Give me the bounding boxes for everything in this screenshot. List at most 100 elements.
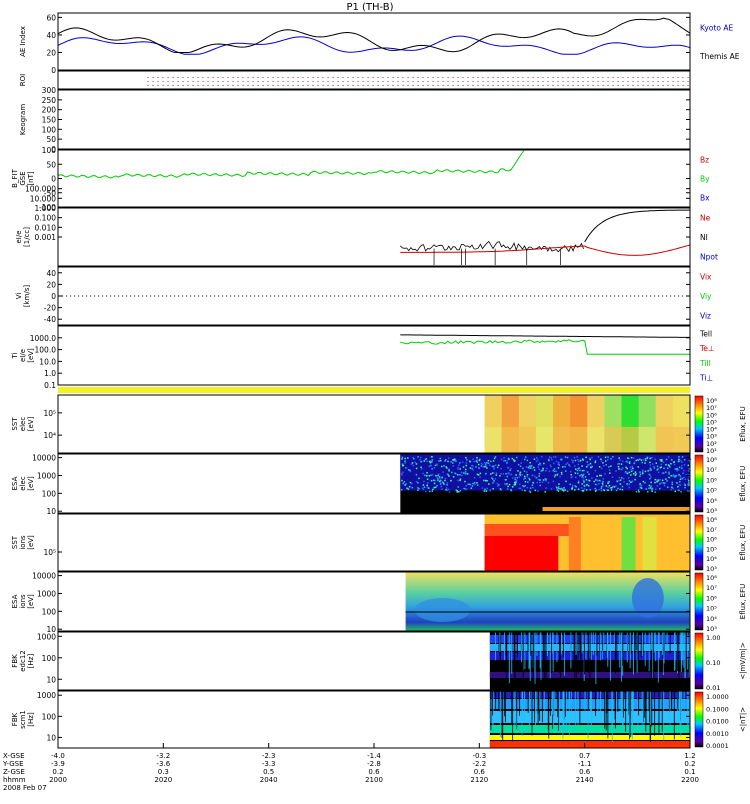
ytick-label: 10 [46,507,56,516]
esa-elec-pixel [479,476,481,479]
esa-elec-pixel [608,469,611,471]
fbk1-stripe [573,632,575,667]
esa-elec-pixel [666,480,668,482]
esa-elec-pixel [446,467,448,469]
esa-elec-pixel [437,479,439,482]
xtick-label-x: -1.4 [367,752,381,760]
roi-dot [277,81,279,82]
esa-elec-pixel [477,463,480,466]
esa-elec-pixel [591,456,593,459]
esa-elec-pixel [510,489,513,492]
roi-dot [532,85,534,86]
xaxis-row-label: 2008 Feb 07 [3,784,47,792]
ytick-label: 1.0 [44,369,56,378]
roi-dot [347,77,349,78]
esa-elec-pixel [618,463,620,465]
fbk1-stripe [581,632,583,654]
esa-elec-pixel [420,460,423,463]
esa-elec-pixel [577,460,580,463]
esa-elec-pixel [557,473,559,475]
roi-dot [687,81,689,82]
esa-elec-pixel [513,481,516,484]
esa-elec-pixel [669,466,671,468]
roi-dot [597,77,599,78]
esa-elec-pixel [671,483,674,486]
esa-elec-pixel [461,461,464,464]
esa-elec-pixel [676,470,678,472]
esa-elec-pixel [600,487,603,490]
esa-elec-pixel [421,487,424,489]
esa-elec-pixel [607,482,609,485]
esa-elec-pixel [587,485,590,487]
fbk1-stripe [603,632,605,651]
fbk1-stripe [641,632,643,657]
roi-dot [467,85,469,86]
esa-elec-pixel [424,458,427,461]
ytick-label: 50 [46,135,56,144]
esa-elec-pixel [618,468,620,470]
esa-elec-pixel [626,483,629,486]
esa-elec-pixel [507,457,510,460]
esa-elec-pixel [581,475,584,478]
roi-dot [417,81,419,82]
esa-elec-pixel [407,457,409,459]
esa-elec-pixel [471,464,473,467]
esa-elec-pixel [543,462,545,465]
esa-elec-pixel [626,472,629,475]
fbk2-stripe [584,691,586,711]
roi-dot [572,77,574,78]
roi-dot [427,85,429,86]
roi-dot [197,81,199,82]
roi-dot [607,85,609,86]
fbk2-stripe [631,691,633,740]
roi-dot [327,85,329,86]
esa-elec-pixel [558,487,560,490]
roi-dot [262,77,264,78]
roi-dot [162,81,164,82]
esa-elec-pixel [607,456,609,458]
esa-elec-pixel [555,470,558,473]
esa-elec-pixel [641,461,644,464]
colorbar-label-text: Eflux, EFU [739,584,747,619]
roi-dot [477,81,479,82]
roi-dot [482,85,484,86]
roi-dot [382,85,384,86]
fbk1-stripe [587,632,589,673]
roi-dot [277,77,279,78]
panel-frame-bfit [57,149,691,208]
fbk1-stripe [533,632,535,659]
fbk2-stripe [587,691,589,739]
roi-dot [522,77,524,78]
esa-elec-pixel [461,474,463,477]
roi-dot [197,85,199,86]
esa-elec-pixel [562,490,565,493]
esa-elec-pixel [466,459,468,461]
esa-elec-pixel [649,461,651,464]
fbk1-stripe [684,632,686,679]
esa-elec-pixel [553,470,556,473]
fbk1-stripe [505,632,507,656]
esa-elec-pixel [439,457,442,460]
esa-elec-pixel [571,487,573,489]
fbk2-stripe [651,691,653,727]
legend-entry: Viy [700,292,712,301]
esa-elec-pixel [574,476,577,479]
colorbar-tick: 10⁶ [706,476,717,484]
esa-elec-pixel [545,487,547,489]
esa-elec-pixel [511,457,514,460]
esa-elec-pixel [483,465,485,468]
esa-elec-pixel [444,459,447,461]
esa-elec-pixel [596,483,598,486]
roi-dot [637,77,639,78]
roi-dot [462,85,464,86]
esa-elec-pixel [591,477,593,479]
esa-elec-pixel [448,470,450,472]
esa-elec-pixel [578,467,581,469]
fbk1-stripe [558,632,560,673]
esa-elec-pixel [500,488,502,491]
roi-dot [232,77,234,78]
esa-elec-pixel [586,464,589,467]
esa-elec-pixel [458,464,460,466]
colorbar-tick: 10⁴ [706,426,717,434]
xtick-label-x: 0.7 [579,752,590,760]
